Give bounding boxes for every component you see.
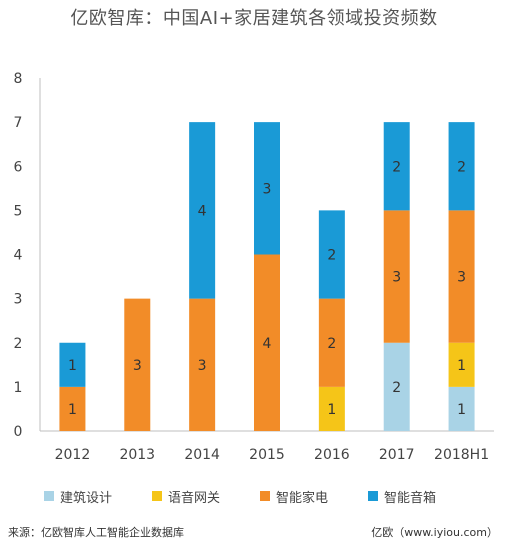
legend-label: 智能音箱 — [384, 490, 437, 506]
y-tick-label: 6 — [14, 159, 23, 175]
data-label: 1 — [68, 402, 77, 418]
legend-item: 智能家电 — [260, 486, 328, 506]
legend-item: 语音网关 — [152, 486, 220, 506]
legend-item: 建筑设计 — [44, 486, 112, 506]
legend-swatch — [44, 491, 54, 501]
stacked-bar-chart: 0 1 2 3 4 5 6 7 8 1 1 2012 3 2013 3 4 2014 4 3 2015 1 2 2 2016 2… — [14, 71, 494, 463]
data-label: 3 — [263, 181, 272, 197]
x-tick-label: 2015 — [249, 447, 285, 463]
x-tick-label: 2017 — [379, 447, 415, 463]
data-label: 3 — [457, 270, 466, 286]
y-tick-label: 2 — [14, 336, 23, 352]
data-label: 2 — [392, 380, 401, 396]
data-label: 2 — [392, 159, 401, 175]
legend-item: 智能音箱 — [368, 486, 436, 506]
x-tick-label: 2018H1 — [434, 447, 489, 463]
bar-segment — [254, 254, 280, 431]
bar-segment — [383, 210, 410, 343]
x-tick-label: 2014 — [184, 447, 220, 463]
y-tick-label: 3 — [14, 292, 23, 308]
bar-segment — [254, 122, 280, 255]
legend-swatch — [152, 491, 163, 501]
x-tick-label: 2012 — [55, 447, 91, 463]
data-label: 3 — [392, 270, 401, 286]
bar-segment — [318, 298, 345, 387]
bar-segment — [318, 386, 345, 431]
y-tick-label: 1 — [14, 380, 23, 396]
data-label: 3 — [133, 358, 142, 374]
bar-segment — [189, 298, 216, 431]
y-tick-label: 5 — [14, 203, 23, 219]
legend-swatch — [368, 491, 379, 501]
data-label: 2 — [327, 336, 336, 352]
bar-segment — [383, 342, 410, 431]
y-tick-label: 0 — [14, 424, 23, 440]
legend-label: 智能家电 — [276, 490, 329, 506]
legend-label: 语音网关 — [168, 490, 221, 506]
legend-label: 建筑设计 — [60, 490, 113, 506]
data-label: 1 — [457, 358, 466, 374]
y-tick-label: 8 — [14, 71, 23, 87]
data-label: 3 — [198, 358, 207, 374]
bar-segment — [448, 342, 475, 387]
bar-segment — [189, 122, 216, 299]
bar-segment — [448, 210, 475, 343]
data-label: 2 — [457, 159, 466, 175]
data-label: 4 — [263, 336, 272, 352]
bar-segment — [383, 122, 410, 211]
x-tick-label: 2016 — [314, 447, 350, 463]
site-credit: 亿欧（www.iyiou.com） — [371, 526, 498, 539]
bar-segment — [124, 298, 151, 431]
data-label: 1 — [68, 358, 77, 374]
chart-legend: 建筑设计 语音网关 智能家电 智能音箱 — [44, 486, 504, 506]
bar-segment — [59, 342, 86, 387]
x-tick-label: 2013 — [119, 447, 155, 463]
bar-segment — [448, 386, 475, 431]
bar-segment — [448, 122, 475, 211]
bar-segment — [318, 210, 345, 299]
data-label: 1 — [457, 402, 466, 418]
chart-title: 亿欧智库：中国AI+家居建筑各领域投资频数 — [70, 8, 438, 29]
data-label: 1 — [327, 402, 336, 418]
data-label: 2 — [327, 248, 336, 264]
legend-swatch — [260, 491, 271, 501]
y-tick-label: 4 — [14, 248, 23, 264]
data-label: 4 — [198, 203, 207, 219]
source-note: 来源：亿欧智库人工智能企业数据库 — [8, 526, 184, 539]
y-tick-label: 7 — [14, 115, 23, 131]
bar-segment — [59, 386, 86, 431]
